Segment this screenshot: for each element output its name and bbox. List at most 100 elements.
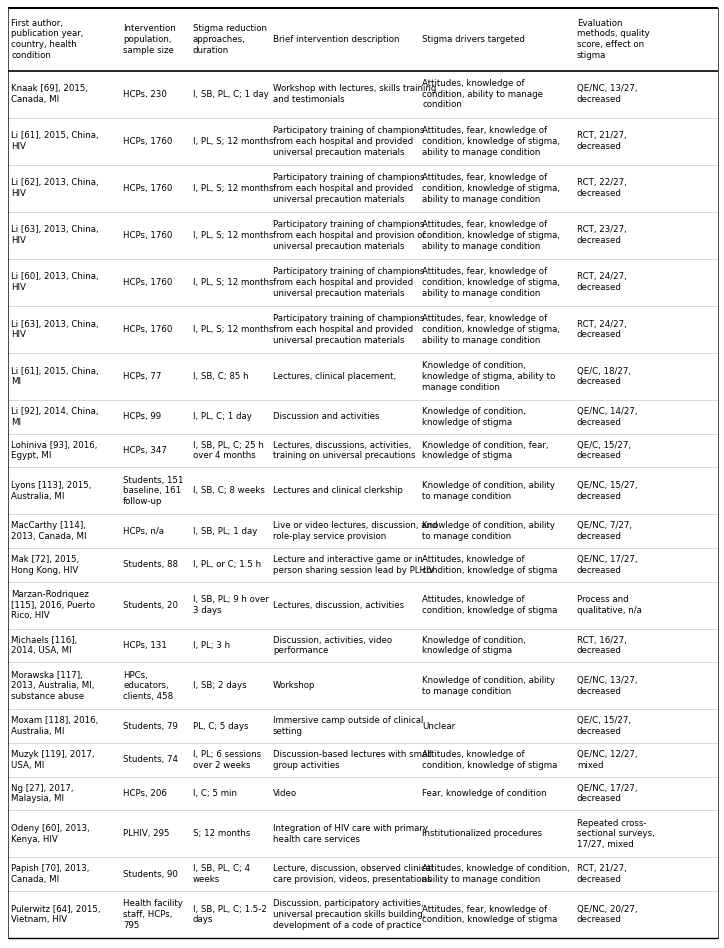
Text: RCT, 24/27,
decreased: RCT, 24/27, decreased (577, 272, 626, 292)
Text: Students, 88: Students, 88 (123, 560, 178, 569)
Text: Knowledge of condition,
knowledge of stigma: Knowledge of condition, knowledge of sti… (422, 407, 526, 427)
Text: Participatory training of champions
from each hospital and provision of
universa: Participatory training of champions from… (273, 220, 426, 250)
Text: QE/NC, 17/27,
decreased: QE/NC, 17/27, decreased (577, 784, 637, 803)
Text: Michaels [116],
2014, USA, MI: Michaels [116], 2014, USA, MI (11, 635, 77, 655)
Text: Brief intervention description: Brief intervention description (273, 35, 400, 44)
Text: HCPs, 347: HCPs, 347 (123, 446, 167, 455)
Text: Students, 20: Students, 20 (123, 601, 178, 610)
Text: Workshop: Workshop (273, 682, 316, 690)
Text: Lectures, clinical placement,: Lectures, clinical placement, (273, 372, 396, 381)
Text: RCT, 22/27,
decreased: RCT, 22/27, decreased (577, 178, 626, 198)
Text: Repeated cross-
sectional surveys,
17/27, mixed: Repeated cross- sectional surveys, 17/27… (577, 818, 654, 849)
Text: Mak [72], 2015,
Hong Kong, HIV: Mak [72], 2015, Hong Kong, HIV (11, 555, 79, 574)
Text: PL, C; 5 days: PL, C; 5 days (193, 721, 248, 731)
Text: QE/NC, 7/27,
decreased: QE/NC, 7/27, decreased (577, 521, 632, 541)
Text: Li [92], 2014, China,
MI: Li [92], 2014, China, MI (11, 407, 98, 427)
Text: Lecture, discussion, observed clinical
care provision, videos, presentations: Lecture, discussion, observed clinical c… (273, 865, 434, 884)
Text: Attitudes, knowledge of
condition, knowledge of stigma: Attitudes, knowledge of condition, knowl… (422, 750, 557, 770)
Text: Li [60], 2013, China,
HIV: Li [60], 2013, China, HIV (11, 272, 98, 292)
Text: QE/C, 15/27,
decreased: QE/C, 15/27, decreased (577, 441, 631, 461)
Text: I, C; 5 min: I, C; 5 min (193, 789, 237, 798)
Text: Integration of HIV care with primary
health care services: Integration of HIV care with primary hea… (273, 824, 428, 844)
Text: I, PL; 6 sessions
over 2 weeks: I, PL; 6 sessions over 2 weeks (193, 750, 261, 770)
Text: Lectures, discussion, activities: Lectures, discussion, activities (273, 601, 404, 610)
Text: Attitudes, knowledge of condition,
ability to manage condition: Attitudes, knowledge of condition, abili… (422, 865, 570, 884)
Text: HCPs, 1760: HCPs, 1760 (123, 230, 172, 240)
Text: I, PL, S; 12 months: I, PL, S; 12 months (193, 230, 273, 240)
Text: I, PL, C; 1 day: I, PL, C; 1 day (193, 412, 252, 421)
Text: I, SB, C; 85 h: I, SB, C; 85 h (193, 372, 248, 381)
Text: I, PL, or C; 1.5 h: I, PL, or C; 1.5 h (193, 560, 261, 569)
Text: QE/NC, 13/27,
decreased: QE/NC, 13/27, decreased (577, 676, 637, 696)
Text: I, SB, PL, C; 4
weeks: I, SB, PL, C; 4 weeks (193, 865, 250, 884)
Text: I, SB, PL, C; 1.5-2
days: I, SB, PL, C; 1.5-2 days (193, 904, 266, 924)
Text: Papish [70], 2013,
Canada, MI: Papish [70], 2013, Canada, MI (11, 865, 89, 884)
Text: Stigma reduction
approaches,
duration: Stigma reduction approaches, duration (193, 24, 266, 55)
Text: QE/NC, 12/27,
mixed: QE/NC, 12/27, mixed (577, 750, 637, 770)
Text: Pulerwitz [64], 2015,
Vietnam, HIV: Pulerwitz [64], 2015, Vietnam, HIV (11, 904, 101, 924)
Text: Ng [27], 2017,
Malaysia, MI: Ng [27], 2017, Malaysia, MI (11, 784, 74, 803)
Text: HCPs, 1760: HCPs, 1760 (123, 184, 172, 192)
Text: I, SB, PL; 1 day: I, SB, PL; 1 day (193, 526, 257, 536)
Text: Knowledge of condition, fear,
knowledge of stigma: Knowledge of condition, fear, knowledge … (422, 441, 549, 461)
Text: HCPs, n/a: HCPs, n/a (123, 526, 164, 536)
Text: Participatory training of champions
from each hospital and provided
universal pr: Participatory training of champions from… (273, 173, 424, 204)
Text: HCPs, 77: HCPs, 77 (123, 372, 161, 381)
Text: Muzyk [119], 2017,
USA, MI: Muzyk [119], 2017, USA, MI (11, 750, 95, 770)
Text: Institutionalized procedures: Institutionalized procedures (422, 830, 542, 838)
Text: Participatory training of champions
from each hospital and provided
universal pr: Participatory training of champions from… (273, 126, 424, 156)
Text: QE/NC, 17/27,
decreased: QE/NC, 17/27, decreased (577, 555, 637, 574)
Text: I, PL; 3 h: I, PL; 3 h (193, 641, 230, 650)
Text: RCT, 21/27,
decreased: RCT, 21/27, decreased (577, 132, 626, 151)
Text: Attitudes, fear, knowledge of
condition, knowledge of stigma,
ability to manage : Attitudes, fear, knowledge of condition,… (422, 220, 560, 250)
Text: Unclear: Unclear (422, 721, 455, 731)
Text: Knowledge of condition, ability
to manage condition: Knowledge of condition, ability to manag… (422, 521, 555, 541)
Text: I, PL, S; 12 months: I, PL, S; 12 months (193, 325, 273, 334)
Text: I, SB, PL, C; 1 day: I, SB, PL, C; 1 day (193, 90, 269, 99)
Text: Live or video lectures, discussion, and
role-play service provision: Live or video lectures, discussion, and … (273, 521, 437, 541)
Text: Attitudes, fear, knowledge of
condition, knowledge of stigma,
ability to manage : Attitudes, fear, knowledge of condition,… (422, 173, 560, 204)
Text: Attitudes, fear, knowledge of
condition, knowledge of stigma,
ability to manage : Attitudes, fear, knowledge of condition,… (422, 267, 560, 298)
Text: QE/NC, 14/27,
decreased: QE/NC, 14/27, decreased (577, 407, 637, 427)
Text: Knowledge of condition,
knowledge of stigma, ability to
manage condition: Knowledge of condition, knowledge of sti… (422, 361, 555, 392)
Text: I, PL, S; 12 months: I, PL, S; 12 months (193, 184, 273, 192)
Text: RCT, 24/27,
decreased: RCT, 24/27, decreased (577, 319, 626, 339)
Text: Lectures and clinical clerkship: Lectures and clinical clerkship (273, 486, 403, 495)
Text: Students, 151
baseline, 161
follow-up: Students, 151 baseline, 161 follow-up (123, 476, 184, 506)
Text: Discussion-based lectures with small
group activities: Discussion-based lectures with small gro… (273, 750, 432, 770)
Text: QE/NC, 13/27,
decreased: QE/NC, 13/27, decreased (577, 84, 637, 104)
Text: Li [61], 2015, China,
HIV: Li [61], 2015, China, HIV (11, 132, 98, 151)
Text: Attitudes, knowledge of
condition, knowledge of stigma: Attitudes, knowledge of condition, knowl… (422, 595, 557, 615)
Text: HCPs, 1760: HCPs, 1760 (123, 137, 172, 146)
Text: Odeny [60], 2013,
Kenya, HIV: Odeny [60], 2013, Kenya, HIV (11, 824, 90, 844)
Text: Process and
qualitative, n/a: Process and qualitative, n/a (577, 595, 641, 615)
Text: HCPs, 1760: HCPs, 1760 (123, 278, 172, 287)
Text: Participatory training of champions
from each hospital and provided
universal pr: Participatory training of champions from… (273, 267, 424, 298)
Text: Participatory training of champions
from each hospital and provided
universal pr: Participatory training of champions from… (273, 314, 424, 345)
Text: Attitudes, fear, knowledge of
condition, knowledge of stigma,
ability to manage : Attitudes, fear, knowledge of condition,… (422, 126, 560, 156)
Text: QE/NC, 20/27,
decreased: QE/NC, 20/27, decreased (577, 904, 637, 924)
Text: Morawska [117],
2013, Australia, MI,
substance abuse: Morawska [117], 2013, Australia, MI, sub… (11, 670, 94, 701)
Text: QE/NC, 15/27,
decreased: QE/NC, 15/27, decreased (577, 481, 637, 501)
Text: Li [62], 2013, China,
HIV: Li [62], 2013, China, HIV (11, 178, 98, 198)
Text: Moxam [118], 2016,
Australia, MI: Moxam [118], 2016, Australia, MI (11, 717, 98, 736)
Text: I, SB, PL; 9 h over
3 days: I, SB, PL; 9 h over 3 days (193, 595, 269, 615)
Text: Workshop with lectures, skills training
and testimonials: Workshop with lectures, skills training … (273, 84, 437, 104)
Text: I, SB, C; 8 weeks: I, SB, C; 8 weeks (193, 486, 265, 495)
Text: Li [63], 2013, China,
HIV: Li [63], 2013, China, HIV (11, 319, 98, 339)
Text: Immersive camp outside of clinical
setting: Immersive camp outside of clinical setti… (273, 717, 424, 736)
Text: Knowledge of condition, ability
to manage condition: Knowledge of condition, ability to manag… (422, 481, 555, 501)
Text: Stigma drivers targeted: Stigma drivers targeted (422, 35, 525, 44)
Text: HCPs, 131: HCPs, 131 (123, 641, 167, 650)
Text: HPCs,
educators,
clients, 458: HPCs, educators, clients, 458 (123, 670, 173, 701)
Text: Lyons [113], 2015,
Australia, MI: Lyons [113], 2015, Australia, MI (11, 481, 91, 501)
Text: HCPs, 99: HCPs, 99 (123, 412, 161, 421)
Text: S; 12 months: S; 12 months (193, 830, 250, 838)
Text: HCPs, 206: HCPs, 206 (123, 789, 167, 798)
Text: Students, 90: Students, 90 (123, 869, 178, 879)
Text: RCT, 16/27,
decreased: RCT, 16/27, decreased (577, 635, 626, 655)
Text: RCT, 23/27,
decreased: RCT, 23/27, decreased (577, 226, 626, 246)
Text: Lecture and interactive game or in-
person sharing session lead by PLHIV: Lecture and interactive game or in- pers… (273, 555, 434, 574)
Text: RCT, 21/27,
decreased: RCT, 21/27, decreased (577, 865, 626, 884)
Text: I, PL, S; 12 months: I, PL, S; 12 months (193, 137, 273, 146)
